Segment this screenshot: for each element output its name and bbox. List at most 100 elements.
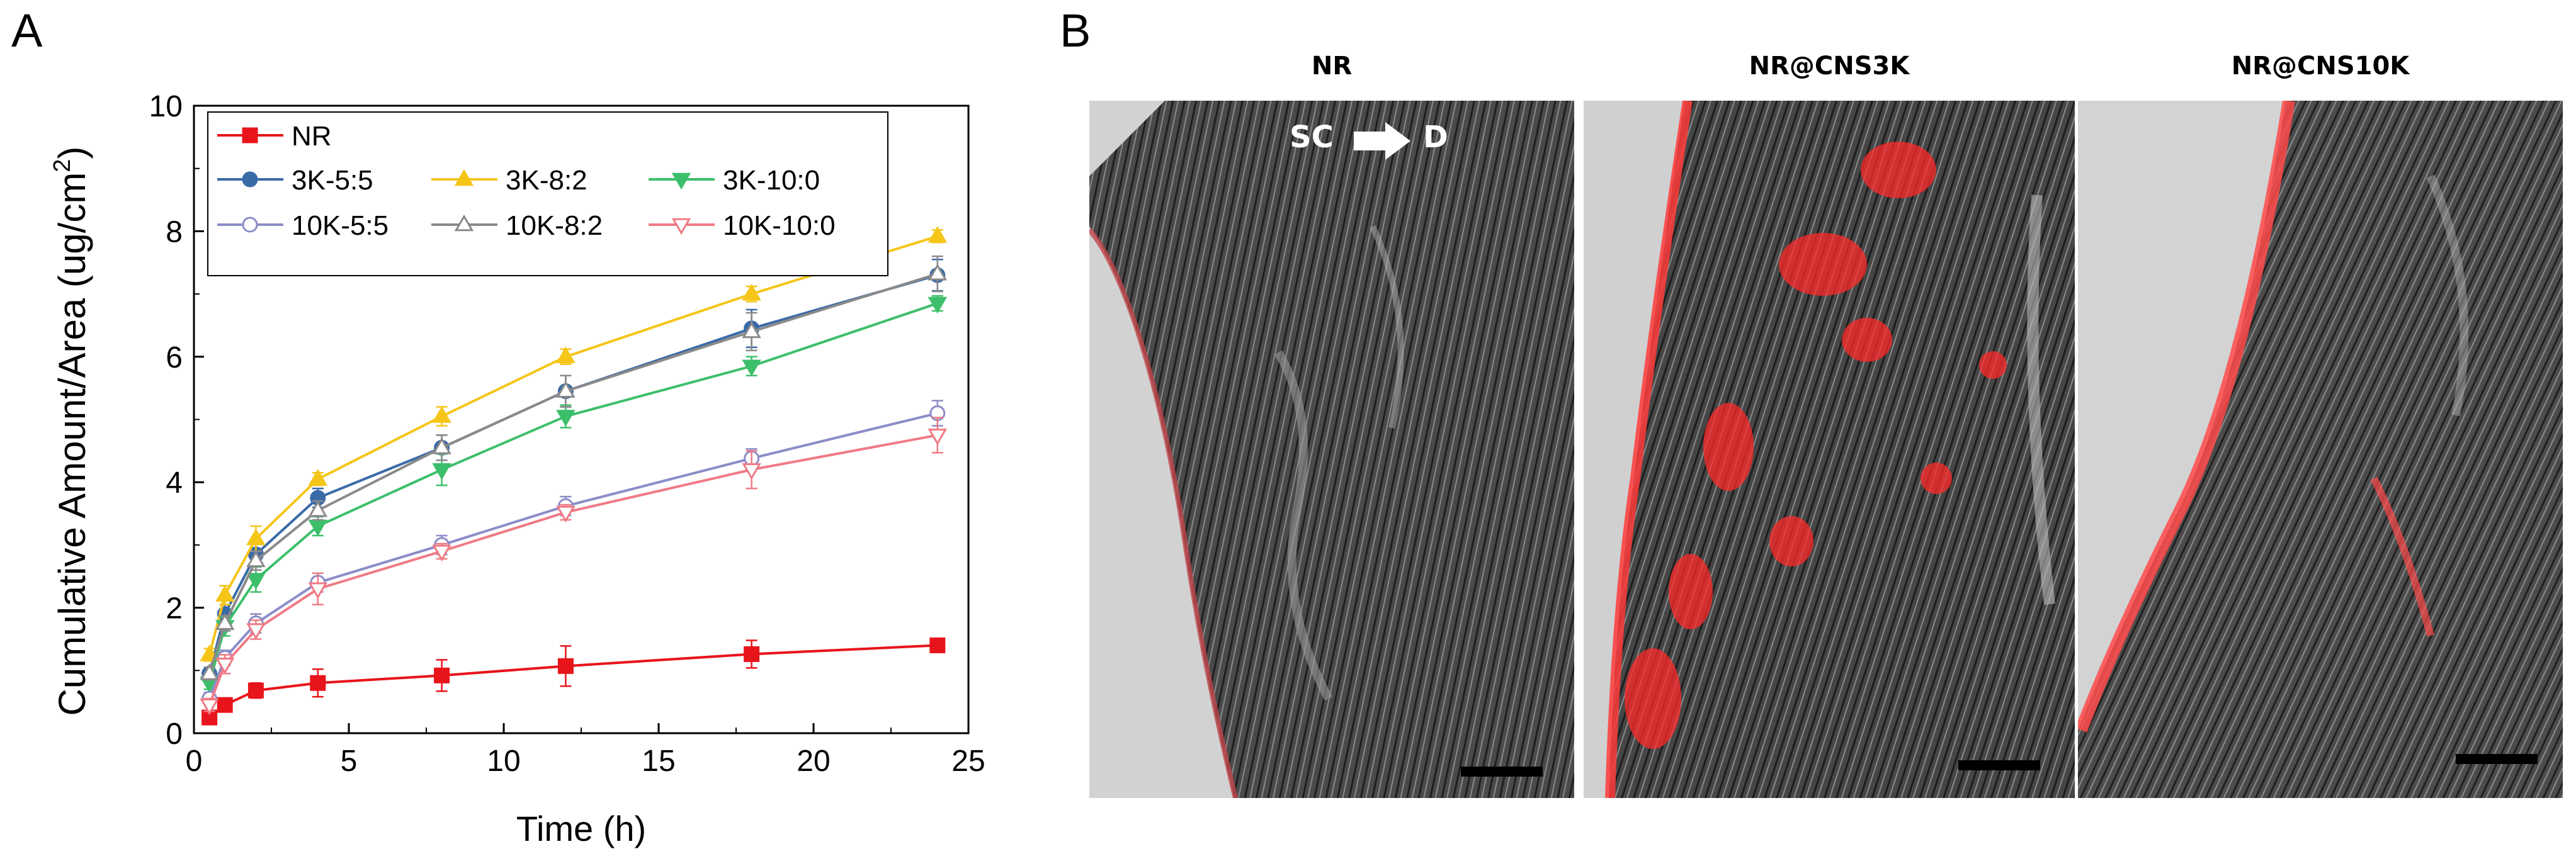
legend-item: 3K-5:5 <box>217 165 373 196</box>
data-point <box>742 463 761 480</box>
data-point <box>308 582 328 599</box>
legend-label: 10K-5:5 <box>292 210 389 241</box>
micrograph-title-nr: NR <box>1311 52 1353 81</box>
micrograph-nr: SC D <box>1089 101 1574 798</box>
legend-label: 3K-8:2 <box>506 165 587 196</box>
data-point <box>246 528 266 546</box>
series-line <box>208 302 938 683</box>
legend-box <box>207 111 888 276</box>
series-10k-8-2 <box>200 256 948 681</box>
data-point <box>215 658 235 675</box>
legend-item: 10K-5:5 <box>217 210 389 241</box>
data-point <box>310 675 326 691</box>
x-tick-label: 0 <box>186 745 203 778</box>
arrow-right-icon <box>1354 122 1410 160</box>
data-point <box>247 682 264 699</box>
chart-series <box>200 226 948 726</box>
tissue-image-nr-cns10k <box>2078 101 2563 798</box>
data-point <box>929 637 946 653</box>
data-point <box>308 469 328 486</box>
chart-axes: 0 5 10 15 20 25 0 2 4 6 8 10 <box>149 90 985 778</box>
y-axis-title-main: Cumulative Amount/Area (ug/cm <box>51 172 93 716</box>
series-nr <box>201 637 946 726</box>
data-point <box>742 359 761 376</box>
series-3k-8-2 <box>200 226 948 662</box>
legend-marker <box>671 218 691 235</box>
data-point <box>928 263 948 281</box>
y-axis-title: Cumulative Amount/Area (ug/cm2) <box>49 147 93 716</box>
tissue-image-nr-cns3k <box>1584 101 2075 798</box>
x-tick-label: 20 <box>797 745 830 778</box>
y-tick-label: 8 <box>166 215 183 249</box>
y-tick-label: 0 <box>166 717 183 751</box>
panel-b-label: B <box>1060 4 1091 57</box>
direction-from-label: SC <box>1290 120 1334 155</box>
series-10k-10-0 <box>200 417 948 716</box>
data-point <box>556 410 576 427</box>
data-point <box>246 623 266 640</box>
legend-label: 10K-10:0 <box>723 210 836 241</box>
data-point <box>200 663 219 680</box>
data-point <box>742 283 761 301</box>
data-point <box>246 573 266 590</box>
data-point <box>556 505 576 523</box>
legend-marker <box>242 171 258 188</box>
data-point <box>928 429 948 446</box>
data-point <box>928 226 948 243</box>
legend-marker <box>454 169 474 186</box>
micrograph-title-nr-cns3k: NR@CNS3K <box>1749 52 1910 81</box>
y-axis-title-close: ) <box>51 147 93 159</box>
series-line <box>208 273 938 674</box>
legend-item: NR <box>217 121 332 152</box>
legend-marker <box>454 214 474 232</box>
micrograph-title-nr-cns10k: NR@CNS10K <box>2231 52 2410 81</box>
panel-a-label: A <box>11 4 43 57</box>
data-point <box>432 437 451 454</box>
x-axis-title: Time (h) <box>516 809 646 848</box>
scale-bar <box>2456 754 2538 764</box>
legend-marker <box>242 127 258 143</box>
legend-marker <box>242 216 258 233</box>
scale-bar <box>1958 760 2040 770</box>
x-tick-label: 25 <box>951 745 985 778</box>
data-point <box>432 544 451 562</box>
data-point <box>556 381 576 398</box>
y-tick-label: 2 <box>166 592 183 626</box>
legend-item: 10K-10:0 <box>649 210 836 241</box>
y-tick-label: 4 <box>166 466 183 500</box>
release-chart: 0 5 10 15 20 25 0 2 4 6 8 10 NR 3K-5:5 3K-8:2 3K-10:0 1… <box>49 90 985 848</box>
data-point <box>215 585 235 602</box>
legend-item: 10K-8:2 <box>431 210 603 241</box>
micrograph-nr-cns10k <box>2078 101 2563 798</box>
data-point <box>215 613 235 630</box>
data-point <box>556 346 576 364</box>
legend-label: 3K-5:5 <box>292 165 373 196</box>
data-point <box>742 321 761 339</box>
chart-legend: NR 3K-5:5 3K-8:2 3K-10:0 10K-5:5 10K-8:2 10K-1… <box>207 111 888 276</box>
legend-marker <box>671 172 691 190</box>
x-tick-label: 10 <box>487 745 520 778</box>
series-3k-5-5 <box>201 259 946 682</box>
data-point <box>434 667 450 683</box>
legend-label: 3K-10:0 <box>723 165 820 196</box>
data-point <box>308 500 328 517</box>
data-point <box>217 697 233 713</box>
scale-bar <box>1461 767 1543 777</box>
y-tick-label: 10 <box>149 90 183 123</box>
x-tick-label: 5 <box>341 745 358 778</box>
x-tick-label: 15 <box>642 745 675 778</box>
data-point <box>928 296 948 314</box>
legend-item: 3K-10:0 <box>649 165 820 196</box>
data-point <box>432 406 451 423</box>
tissue-image-nr <box>1089 101 1574 798</box>
data-point <box>432 463 451 480</box>
data-point <box>557 658 574 674</box>
legend-item: 3K-8:2 <box>431 165 587 196</box>
legend-label: 10K-8:2 <box>506 210 603 241</box>
data-point <box>246 550 266 568</box>
legend-label: NR <box>292 121 332 152</box>
direction-to-label: D <box>1423 120 1448 155</box>
micrograph-nr-cns3k <box>1584 101 2075 798</box>
data-point <box>744 646 760 662</box>
y-tick-label: 6 <box>166 341 183 374</box>
